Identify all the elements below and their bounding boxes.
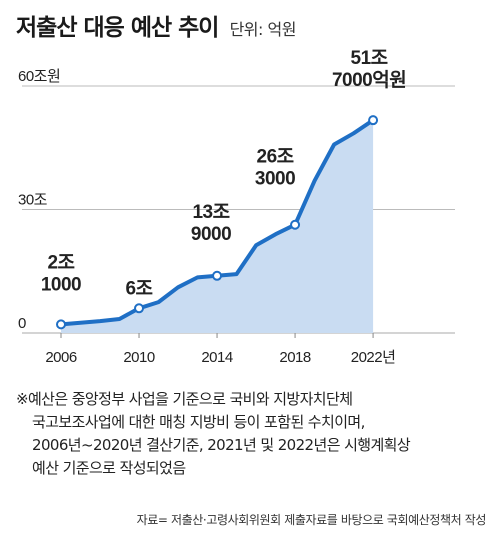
data-label: 51조 (351, 48, 388, 69)
chart-title-block: 저출산 대응 예산 추이 단위: 억원 (16, 8, 296, 42)
chart-title: 저출산 대응 예산 추이 (16, 15, 219, 41)
unit-label: 단위: 억원 (229, 20, 297, 39)
data-point-marker (290, 219, 301, 230)
footnote: ※예산은 중앙정부 사업을 기준으로 국비와 지방자치단체 국고보조사업에 대한… (16, 388, 486, 480)
source-note: 자료= 저출산·고령사회위원회 제출자료를 바탕으로 국회예산정책처 작성 (136, 513, 487, 527)
series-area (61, 120, 374, 333)
data-point-marker (134, 303, 145, 314)
footnote-line-2: 국고보조사업에 대한 매칭 지방비 등이 포함된 수치이며, (32, 413, 365, 431)
data-label: 6조 (125, 278, 152, 299)
y-tick-label: 0 (18, 315, 26, 332)
data-point-marker (212, 270, 223, 281)
x-tick-label: 2006 (45, 349, 77, 366)
footnote-line-4: 예산 기준으로 작성되었음 (32, 459, 186, 477)
footnote-line-3: 2006년~2020년 결산기준, 2021년 및 2022년은 시행계획상 (32, 436, 411, 454)
y-tick-label: 60조원 (18, 68, 60, 85)
x-tick-label: 2014 (201, 349, 233, 366)
data-point-marker (368, 115, 379, 126)
data-label: 7000억원 (332, 69, 406, 91)
data-point-marker (56, 319, 67, 330)
y-tick-label: 30조 (18, 192, 48, 209)
x-tick-label: 2022년 (351, 349, 396, 366)
footnote-line-1: ※예산은 중앙정부 사업을 기준으로 국비와 지방자치단체 (16, 390, 353, 408)
x-tick-label: 2010 (123, 349, 155, 366)
data-label: 2조 (47, 252, 74, 273)
data-label: 9000 (191, 224, 231, 245)
data-label: 1000 (41, 274, 81, 295)
data-label: 26조 (257, 147, 294, 168)
data-label: 13조 (192, 202, 229, 223)
x-tick-label: 2018 (279, 349, 311, 366)
data-label: 3000 (255, 169, 295, 190)
